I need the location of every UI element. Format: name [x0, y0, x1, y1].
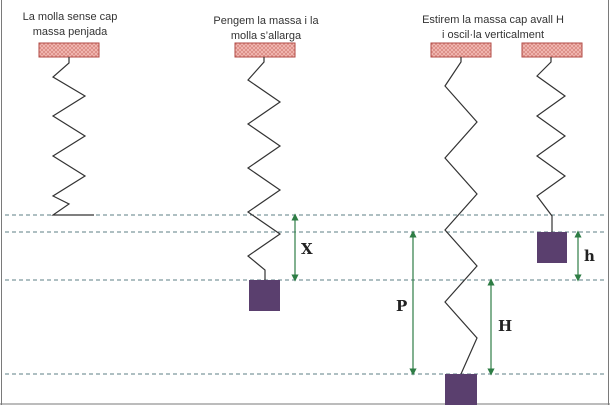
caption-panel3-line2: i oscil·la verticalment — [442, 29, 544, 41]
caption-panel2-line2: molla s’allarga — [231, 30, 302, 42]
ceiling-support-2 — [234, 42, 296, 58]
spring-stretched — [444, 57, 478, 375]
ceiling-support-1 — [38, 42, 100, 58]
caption-panel3-line1: Estirem la massa cap avall H — [422, 14, 564, 26]
caption-panel2-line1: Pengem la massa i la — [213, 15, 319, 27]
caption-panel1-line2: massa penjada — [33, 26, 108, 38]
mass-stretched — [445, 374, 477, 405]
mass-equilibrium — [249, 280, 280, 311]
spring-compressed — [535, 57, 567, 232]
ceiling-support-3 — [430, 42, 492, 58]
ceiling-support-4 — [521, 42, 583, 58]
label-x: X — [301, 240, 313, 258]
label-h-upper: H — [498, 317, 512, 335]
spring-loaded — [246, 57, 282, 280]
label-p: P — [396, 297, 407, 315]
label-h-lower: h — [584, 247, 595, 265]
caption-panel1-line1: La molla sense cap — [23, 11, 118, 23]
spring-unloaded — [51, 57, 94, 216]
mass-compressed — [537, 232, 567, 263]
